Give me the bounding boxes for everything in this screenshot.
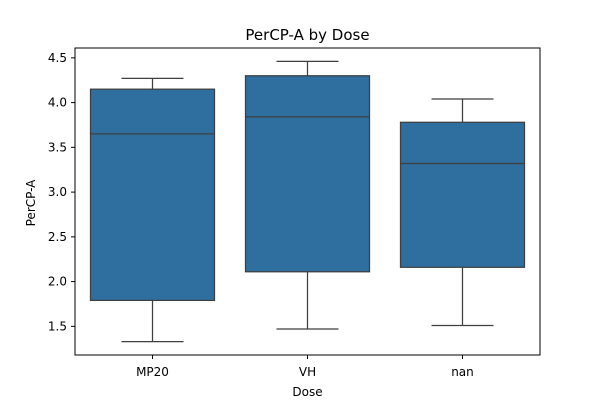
- y-tick-label: 2.5: [48, 230, 67, 244]
- y-tick-label: 3.0: [48, 185, 67, 199]
- box-iqr: [399, 121, 526, 268]
- box-group-nan: [399, 98, 526, 327]
- plot-frame: [74, 47, 541, 356]
- y-tick-label: 3.5: [48, 140, 67, 154]
- x-axis-label: Dose: [292, 385, 322, 399]
- box-group-mp20: [89, 77, 216, 343]
- y-tick-label: 4.5: [48, 51, 67, 65]
- x-tick-label: VH: [299, 365, 316, 379]
- box-group-vh: [244, 60, 371, 330]
- y-tick-label: 1.5: [48, 319, 67, 333]
- y-tick-label: 4.0: [48, 96, 67, 110]
- y-tick-label: 2.0: [48, 275, 67, 289]
- plot-area: [89, 60, 526, 343]
- box-iqr: [89, 88, 216, 302]
- axis-ticks: MP20 VH nan 1.5 2.0 2.5 3.0 3.5 4.0 4.5: [48, 51, 474, 379]
- box-iqr: [244, 75, 371, 273]
- x-tick-label: MP20: [136, 365, 169, 379]
- chart-title: PerCP-A by Dose: [245, 26, 369, 44]
- y-axis-label: PerCP-A: [24, 179, 38, 227]
- x-tick-label: nan: [451, 365, 474, 379]
